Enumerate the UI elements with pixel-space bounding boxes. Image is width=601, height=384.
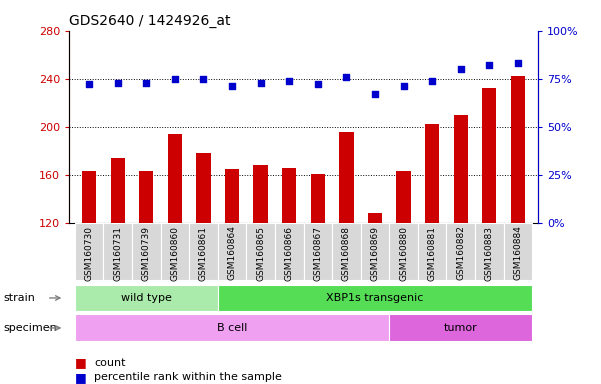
Bar bbox=[332, 223, 361, 280]
Bar bbox=[111, 158, 125, 223]
Bar bbox=[454, 115, 468, 223]
Bar bbox=[218, 285, 532, 311]
Point bbox=[398, 83, 408, 89]
Bar bbox=[339, 131, 353, 223]
Point bbox=[170, 76, 180, 82]
Text: strain: strain bbox=[3, 293, 35, 303]
Text: GSM160869: GSM160869 bbox=[370, 225, 379, 281]
Point bbox=[284, 78, 294, 84]
Text: GSM160866: GSM160866 bbox=[285, 225, 294, 281]
Bar bbox=[389, 223, 418, 280]
Point bbox=[141, 79, 151, 86]
Point bbox=[427, 78, 437, 84]
Bar bbox=[160, 223, 189, 280]
Bar bbox=[168, 134, 182, 223]
Text: ■: ■ bbox=[75, 371, 87, 384]
Text: specimen: specimen bbox=[3, 323, 56, 333]
Text: GSM160739: GSM160739 bbox=[142, 225, 151, 281]
Point bbox=[484, 62, 494, 68]
Bar bbox=[504, 223, 532, 280]
Bar bbox=[447, 223, 475, 280]
Bar bbox=[189, 223, 218, 280]
Text: B cell: B cell bbox=[217, 323, 247, 333]
Bar bbox=[475, 223, 504, 280]
Bar bbox=[368, 213, 382, 223]
Text: percentile rank within the sample: percentile rank within the sample bbox=[94, 372, 282, 382]
Text: GSM160861: GSM160861 bbox=[199, 225, 208, 281]
Bar bbox=[418, 223, 447, 280]
Text: wild type: wild type bbox=[121, 293, 172, 303]
Text: GSM160884: GSM160884 bbox=[513, 225, 522, 280]
Bar bbox=[197, 153, 210, 223]
Bar bbox=[103, 223, 132, 280]
Bar bbox=[75, 314, 389, 341]
Bar bbox=[246, 223, 275, 280]
Bar bbox=[275, 223, 304, 280]
Text: XBP1s transgenic: XBP1s transgenic bbox=[326, 293, 424, 303]
Bar bbox=[82, 171, 96, 223]
Bar bbox=[225, 169, 239, 223]
Bar bbox=[311, 174, 325, 223]
Point bbox=[341, 74, 351, 80]
Text: GSM160731: GSM160731 bbox=[113, 225, 122, 281]
Bar bbox=[218, 223, 246, 280]
Bar bbox=[389, 314, 532, 341]
Text: GSM160882: GSM160882 bbox=[456, 225, 465, 280]
Bar bbox=[132, 223, 160, 280]
Point bbox=[84, 81, 94, 88]
Text: GDS2640 / 1424926_at: GDS2640 / 1424926_at bbox=[69, 14, 231, 28]
Bar bbox=[397, 171, 410, 223]
Text: GSM160867: GSM160867 bbox=[313, 225, 322, 281]
Bar bbox=[75, 285, 218, 311]
Point bbox=[513, 60, 523, 66]
Text: GSM160881: GSM160881 bbox=[428, 225, 437, 281]
Text: GSM160864: GSM160864 bbox=[228, 225, 237, 280]
Point bbox=[113, 79, 123, 86]
Text: count: count bbox=[94, 358, 126, 368]
Bar bbox=[511, 76, 525, 223]
Text: GSM160883: GSM160883 bbox=[485, 225, 494, 281]
Bar bbox=[139, 171, 153, 223]
Bar bbox=[304, 223, 332, 280]
Text: tumor: tumor bbox=[444, 323, 478, 333]
Bar bbox=[254, 165, 268, 223]
Bar bbox=[282, 167, 296, 223]
Bar bbox=[75, 223, 103, 280]
Text: GSM160730: GSM160730 bbox=[85, 225, 94, 281]
Bar bbox=[482, 88, 496, 223]
Text: GSM160860: GSM160860 bbox=[170, 225, 179, 281]
Text: GSM160868: GSM160868 bbox=[342, 225, 351, 281]
Point bbox=[370, 91, 380, 97]
Point bbox=[456, 66, 466, 72]
Point bbox=[256, 79, 266, 86]
Point bbox=[199, 76, 209, 82]
Text: GSM160880: GSM160880 bbox=[399, 225, 408, 281]
Bar bbox=[361, 223, 389, 280]
Text: GSM160865: GSM160865 bbox=[256, 225, 265, 281]
Text: ■: ■ bbox=[75, 356, 87, 369]
Point bbox=[227, 83, 237, 89]
Bar bbox=[425, 124, 439, 223]
Point bbox=[313, 81, 323, 88]
